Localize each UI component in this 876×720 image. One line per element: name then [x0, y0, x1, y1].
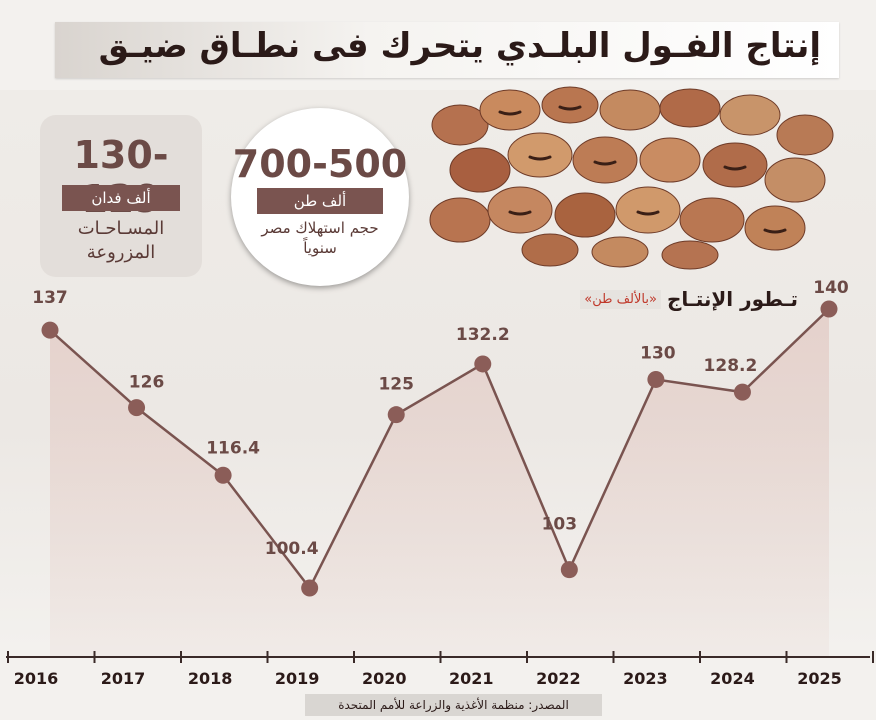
- data-label: 116.4: [206, 438, 260, 458]
- data-point: [41, 321, 59, 339]
- x-tick-label: 2024: [710, 669, 755, 688]
- data-label: 130: [640, 343, 676, 363]
- data-label: 128.2: [704, 356, 758, 376]
- chart-unit-note: «بالألف طن»: [580, 289, 661, 309]
- data-label: 103: [542, 515, 578, 535]
- consumption-value: 700-500: [232, 142, 408, 186]
- x-tick-label: 2016: [14, 669, 59, 688]
- chart-heading: تـطور الإنتـاج «بالألف طن»: [580, 287, 798, 311]
- x-tick-label: 2025: [797, 669, 842, 688]
- source-note: المصدر: منظمة الأغذية والزراعة للأمم الم…: [305, 694, 602, 716]
- x-tick-label: 2022: [536, 669, 581, 688]
- data-label: 126: [129, 373, 165, 393]
- series-line: [49, 308, 830, 591]
- data-point: [560, 561, 578, 579]
- title-bar: إنتاج الفـول البلـدي يتحرك فى نطـاق ضيـق: [55, 22, 839, 78]
- data-label: 140: [813, 278, 849, 298]
- x-tick-label: 2021: [449, 669, 494, 688]
- area-unit: ألف فدان: [62, 185, 180, 211]
- data-label: 100.4: [265, 539, 319, 559]
- data-label: 125: [378, 375, 414, 395]
- data-point: [733, 383, 751, 401]
- data-point: [214, 466, 232, 484]
- data-label: 137: [32, 288, 68, 308]
- x-tick-label: 2017: [101, 669, 146, 688]
- page-title: إنتاج الفـول البلـدي يتحرك فى نطـاق ضيـق: [98, 26, 821, 66]
- area-card: 130-129 ألف فدان المسـاحـات المزروعة: [40, 115, 202, 277]
- data-point: [820, 300, 838, 318]
- chart-subtitle: تـطور الإنتـاج: [666, 287, 798, 311]
- area-label: المسـاحـات المزروعة: [77, 218, 165, 263]
- data-label: 132.2: [456, 325, 510, 345]
- x-tick-label: 2019: [275, 669, 320, 688]
- data-point: [301, 579, 319, 597]
- x-tick-label: 2023: [623, 669, 668, 688]
- consumption-label: حجم استهلاك مصر سنوياً: [261, 219, 379, 257]
- area-fill: [50, 309, 829, 657]
- x-tick-label: 2018: [188, 669, 233, 688]
- fava-beans-image: [429, 86, 834, 270]
- data-point: [128, 399, 146, 417]
- data-point: [387, 406, 405, 424]
- data-point: [474, 355, 492, 373]
- consumption-card: 700-500 ألف طن حجم استهلاك مصر سنوياً: [231, 108, 409, 286]
- data-point: [647, 370, 665, 388]
- consumption-unit: ألف طن: [257, 188, 383, 214]
- x-tick-label: 2020: [362, 669, 407, 688]
